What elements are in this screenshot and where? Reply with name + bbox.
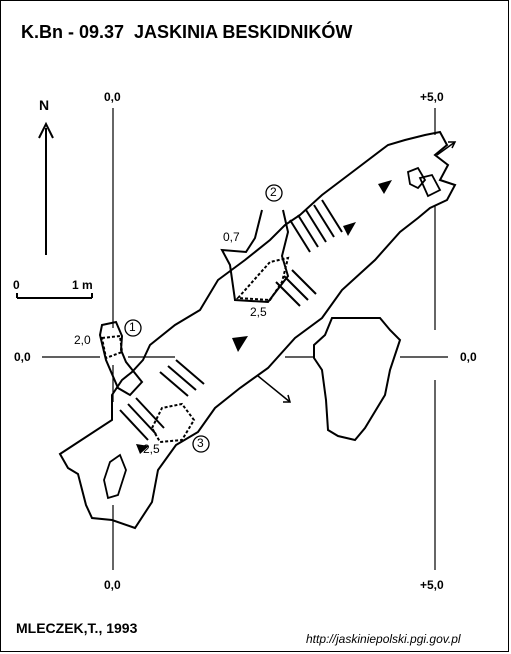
map-title: K.Bn - 09.37 JASKINIA BESKIDNIKÓW [21,22,352,43]
point-3-circle [192,435,210,453]
depth-label-1: 2,0 [74,333,91,347]
scale-bar [16,293,93,299]
shaft-2 [235,256,290,302]
north-arrow [38,121,54,255]
slope-hatches [119,199,343,441]
grid-label-top-right: +5,0 [420,90,444,104]
shaft-3 [150,402,196,444]
point-markers [124,184,283,453]
depth-label-3: 2,5 [250,305,267,319]
north-label: N [39,97,50,113]
cave-name: JASKINIA BESKIDNIKÓW [134,22,353,42]
point-3-label: 3 [197,436,204,450]
cave-code: K.Bn - 09.37 [21,22,125,42]
depth-label-4: 2,5 [143,442,160,456]
point-2-label: 2 [270,185,277,199]
scale-zero-label: 0 [13,278,20,292]
point-2-circle [265,184,283,202]
grid-lines [42,108,448,570]
chamber-1-outline [98,320,144,397]
depth-label-2: 0,7 [223,230,240,244]
branch-2-outline [220,209,290,304]
scale-one-label: 1 m [72,278,93,292]
grid-label-right-mid: 0,0 [460,350,477,364]
grid-label-left-mid: 0,0 [14,350,31,364]
source-url: http://jaskiniepolski.pgi.gov.pl [306,632,461,646]
grid-label-top-left: 0,0 [104,90,121,104]
grid-label-bottom-left: 0,0 [104,578,121,592]
cave-outline [58,130,457,530]
slope-arrows [136,180,392,454]
author-credit: MLECZEK,T., 1993 [16,620,138,636]
point-1-circle [124,319,142,337]
separate-chamber [313,317,402,442]
grid-label-bottom-right: +5,0 [420,578,444,592]
shaft-1 [100,334,124,360]
rocks [103,166,442,500]
outlet-arrows [257,141,457,403]
point-1-label: 1 [129,320,136,334]
